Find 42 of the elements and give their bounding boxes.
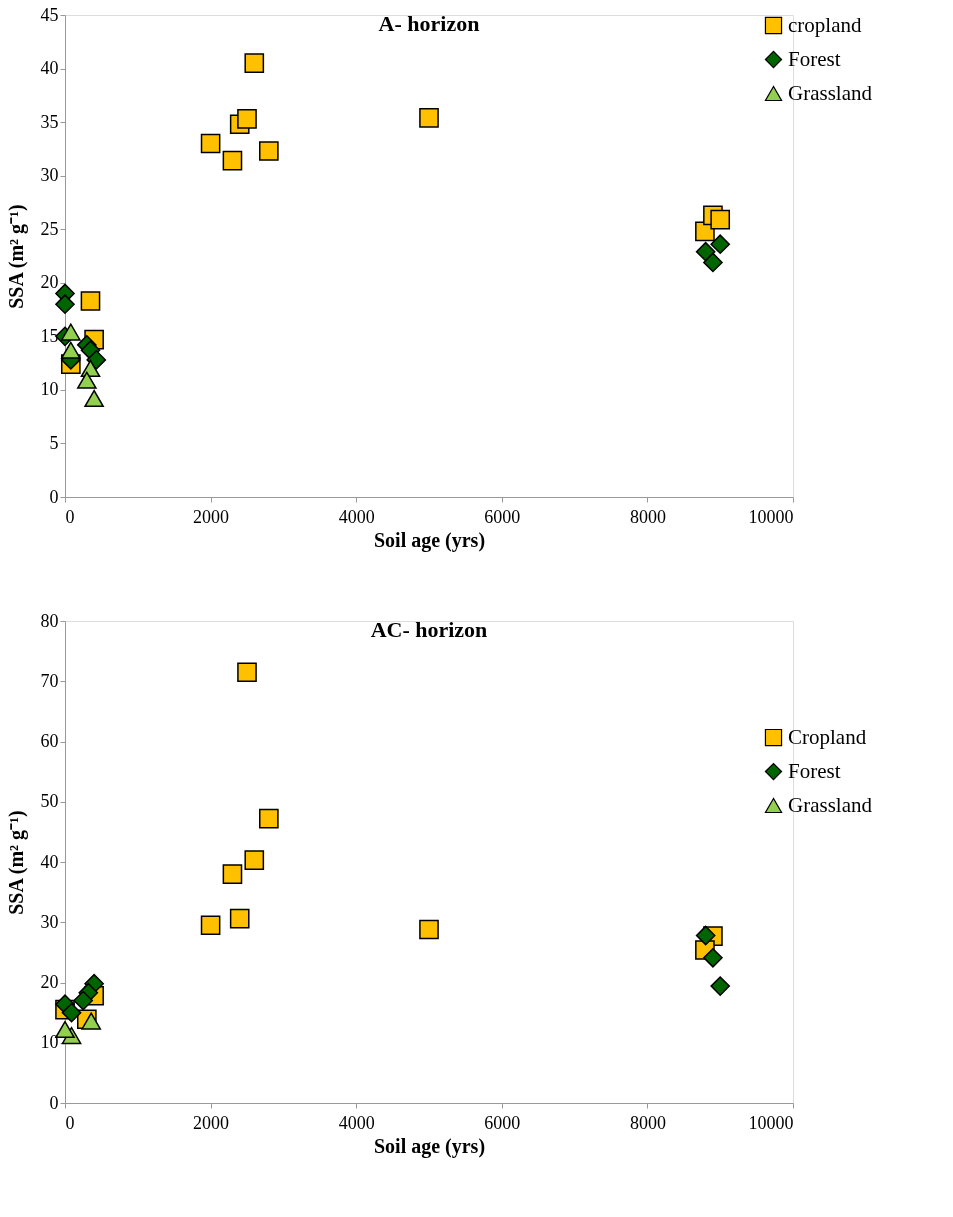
chart-title: AC- horizon <box>370 617 488 642</box>
y-tick-label: 5 <box>49 432 59 453</box>
y-tick-label: 35 <box>40 111 59 132</box>
x-tick-label: 8000 <box>629 506 666 527</box>
x-tick-label: 6000 <box>484 506 521 527</box>
x-tick-label: 2000 <box>193 1112 230 1133</box>
y-tick-label: 25 <box>40 218 59 239</box>
x-tick-label: 6000 <box>484 1112 521 1133</box>
y-axis-title: SSA (m² g⁻¹) <box>4 204 28 309</box>
x-tick-label: 2000 <box>193 506 230 527</box>
legend-label: cropland <box>788 12 862 37</box>
y-tick-label: 80 <box>40 610 59 631</box>
y-tick-label: 0 <box>49 486 59 507</box>
legend-label: Forest <box>788 758 841 783</box>
x-axis-title: Soil age (yrs) <box>373 1134 486 1158</box>
x-tick-label: 4000 <box>338 1112 375 1133</box>
y-tick-label: 10 <box>40 379 59 400</box>
y-tick-label: 10 <box>40 1032 59 1053</box>
legend-label: Grassland <box>788 80 873 105</box>
y-tick-label: 40 <box>40 851 59 872</box>
x-tick-label: 0 <box>65 506 75 527</box>
y-tick-label: 50 <box>40 791 59 812</box>
y-tick-label: 0 <box>49 1092 59 1113</box>
chart-title: A- horizon <box>378 11 480 36</box>
y-tick-label: 45 <box>40 4 59 25</box>
legend-label: Grassland <box>788 792 873 817</box>
legend-label: Forest <box>788 46 841 71</box>
y-tick-label: 70 <box>40 670 59 691</box>
x-axis-title: Soil age (yrs) <box>373 528 486 552</box>
y-tick-label: 60 <box>40 731 59 751</box>
x-tick-label: 4000 <box>338 506 375 527</box>
y-tick-label: 30 <box>40 165 59 186</box>
y-tick-label: 40 <box>40 58 59 79</box>
x-tick-label: 10000 <box>748 506 794 527</box>
y-tick-label: 20 <box>40 972 59 992</box>
y-tick-label: 30 <box>40 911 59 932</box>
y-tick-label: 20 <box>40 272 59 293</box>
x-tick-label: 8000 <box>629 1112 666 1133</box>
y-axis-title: SSA (m² g⁻¹) <box>4 810 28 915</box>
x-tick-label: 0 <box>65 1112 75 1133</box>
legend-label: Cropland <box>788 724 867 749</box>
x-tick-label: 10000 <box>748 1112 794 1133</box>
